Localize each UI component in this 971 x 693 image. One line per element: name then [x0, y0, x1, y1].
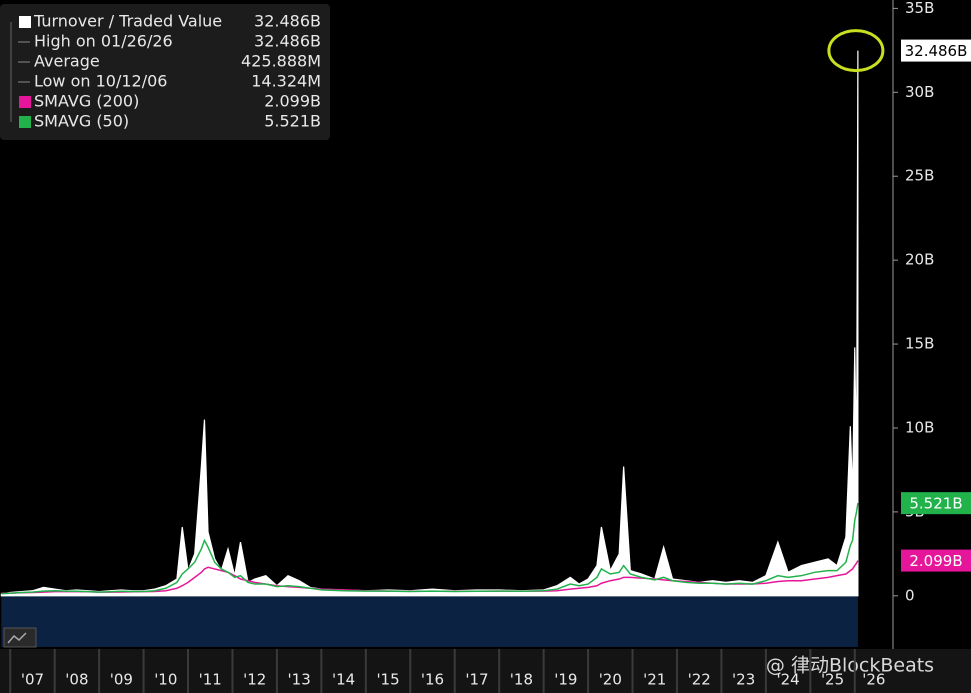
last-value-box [901, 39, 971, 62]
legend: Turnover / Traded Value 32.486B High on 01… [0, 4, 330, 140]
x-tick-label: '13 [288, 671, 311, 689]
x-tick-label: '22 [688, 671, 711, 689]
highlight-circle [827, 29, 885, 73]
x-tick-label: '11 [199, 671, 222, 689]
legend-value: 14.324M [251, 72, 321, 91]
x-axis-band [0, 649, 971, 693]
legend-label: Average [34, 52, 100, 71]
legend-label: SMAVG (50) [34, 112, 129, 131]
last-value-label: 2.099B [909, 552, 962, 570]
chart-type-icon [7, 632, 27, 644]
legend-label: Turnover / Traded Value [33, 12, 222, 31]
base-fill [1, 595, 858, 647]
x-tick-label: '24 [776, 671, 799, 689]
plot [0, 50, 859, 647]
legend-label: Low on 10/12/06 [34, 72, 167, 91]
legend-label: High on 01/26/26 [34, 32, 173, 51]
legend-label: SMAVG (200) [34, 92, 139, 111]
sma-line [1, 503, 859, 595]
watermark: @ 律动BlockBeats [766, 655, 934, 677]
x-tick-label: '08 [65, 671, 88, 689]
y-tick-label: 20B [905, 251, 934, 269]
legend-value: 2.099B [264, 92, 321, 111]
y-tick-label: 35B [905, 0, 934, 17]
last-value-box [901, 549, 971, 572]
legend-box [0, 4, 330, 140]
x-tick-label: '10 [154, 671, 177, 689]
y-tick-label: 10B [905, 418, 934, 436]
x-tick-label: '18 [510, 671, 533, 689]
y-tick-label: 25B [905, 167, 934, 185]
x-tick-label: '12 [243, 671, 266, 689]
legend-swatch [19, 116, 31, 128]
x-tick-label: '21 [643, 671, 666, 689]
last-value-label: 32.486B [905, 42, 968, 60]
chart-type-button[interactable] [3, 627, 37, 648]
legend-value: 32.486B [254, 32, 321, 51]
last-value-box [901, 492, 971, 515]
x-tick-label: '15 [376, 671, 399, 689]
legend-value: 5.521B [264, 112, 321, 131]
x-tick-label: '17 [465, 671, 488, 689]
x-tick-label: '09 [110, 671, 133, 689]
x-tick-label: '14 [332, 671, 355, 689]
last-value-label: 5.521B [909, 495, 962, 513]
legend-swatch [19, 16, 31, 28]
x-tick-label: '20 [599, 671, 622, 689]
x-tick-label: '16 [421, 671, 444, 689]
y-tick-label: 0 [905, 586, 915, 604]
x-tick-label: '19 [554, 671, 577, 689]
legend-value: 425.888M [241, 52, 321, 71]
y-tick-label: 15B [905, 335, 934, 353]
x-tick-label: '25 [821, 671, 844, 689]
x-tick-label: '26 [862, 671, 885, 689]
x-tick-label: '23 [732, 671, 755, 689]
y-tick-label: 30B [905, 83, 934, 101]
x-tick-label: '07 [21, 671, 44, 689]
legend-value: 32.486B [254, 12, 321, 31]
legend-swatch [19, 96, 31, 108]
